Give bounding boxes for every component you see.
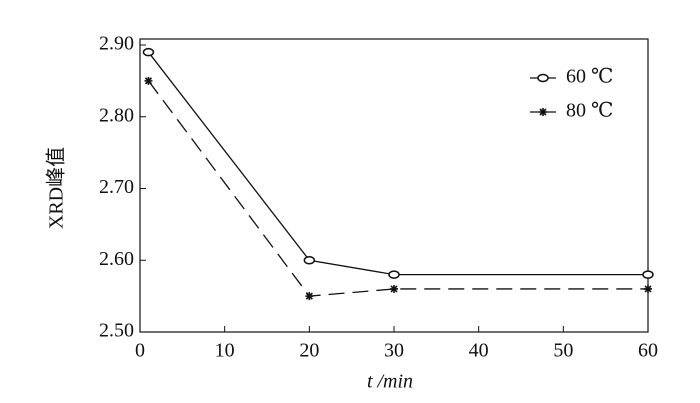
data-point: [390, 284, 398, 293]
x-tick-label: 20: [299, 340, 319, 362]
legend-marker: [539, 108, 547, 116]
x-tick-label: 30: [384, 340, 404, 362]
series-line: [147, 51, 648, 276]
data-point: [644, 284, 652, 293]
y-tick-label: 2.70: [99, 176, 134, 198]
data-point: [642, 270, 654, 279]
series-line: [147, 80, 648, 297]
data-point: [142, 47, 155, 57]
y-tick-label: 2.80: [99, 104, 134, 126]
data-point: [305, 292, 314, 301]
x-tick-label: 50: [553, 340, 573, 362]
legend-label: 80 ℃: [566, 100, 613, 122]
y-tick-label: 2.50: [99, 320, 134, 342]
x-axis-label: t /min: [367, 371, 413, 393]
y-tick-label: 2.60: [99, 248, 134, 270]
data-point: [303, 256, 316, 265]
legend-label: 60 ℃: [566, 66, 613, 88]
data-point: [144, 76, 153, 85]
data-point: [388, 270, 400, 279]
legend-marker: [537, 73, 549, 83]
y-axis-label: XRD峰值: [45, 147, 68, 229]
y-tick-label: 2.90: [99, 33, 134, 55]
x-tick-label: 0: [135, 340, 145, 362]
x-tick-label: 60: [638, 340, 658, 362]
x-tick-label: 40: [469, 340, 489, 362]
x-tick-label: 10: [215, 340, 235, 362]
